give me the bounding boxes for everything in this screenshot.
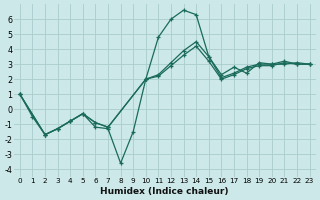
X-axis label: Humidex (Indice chaleur): Humidex (Indice chaleur) <box>100 187 229 196</box>
